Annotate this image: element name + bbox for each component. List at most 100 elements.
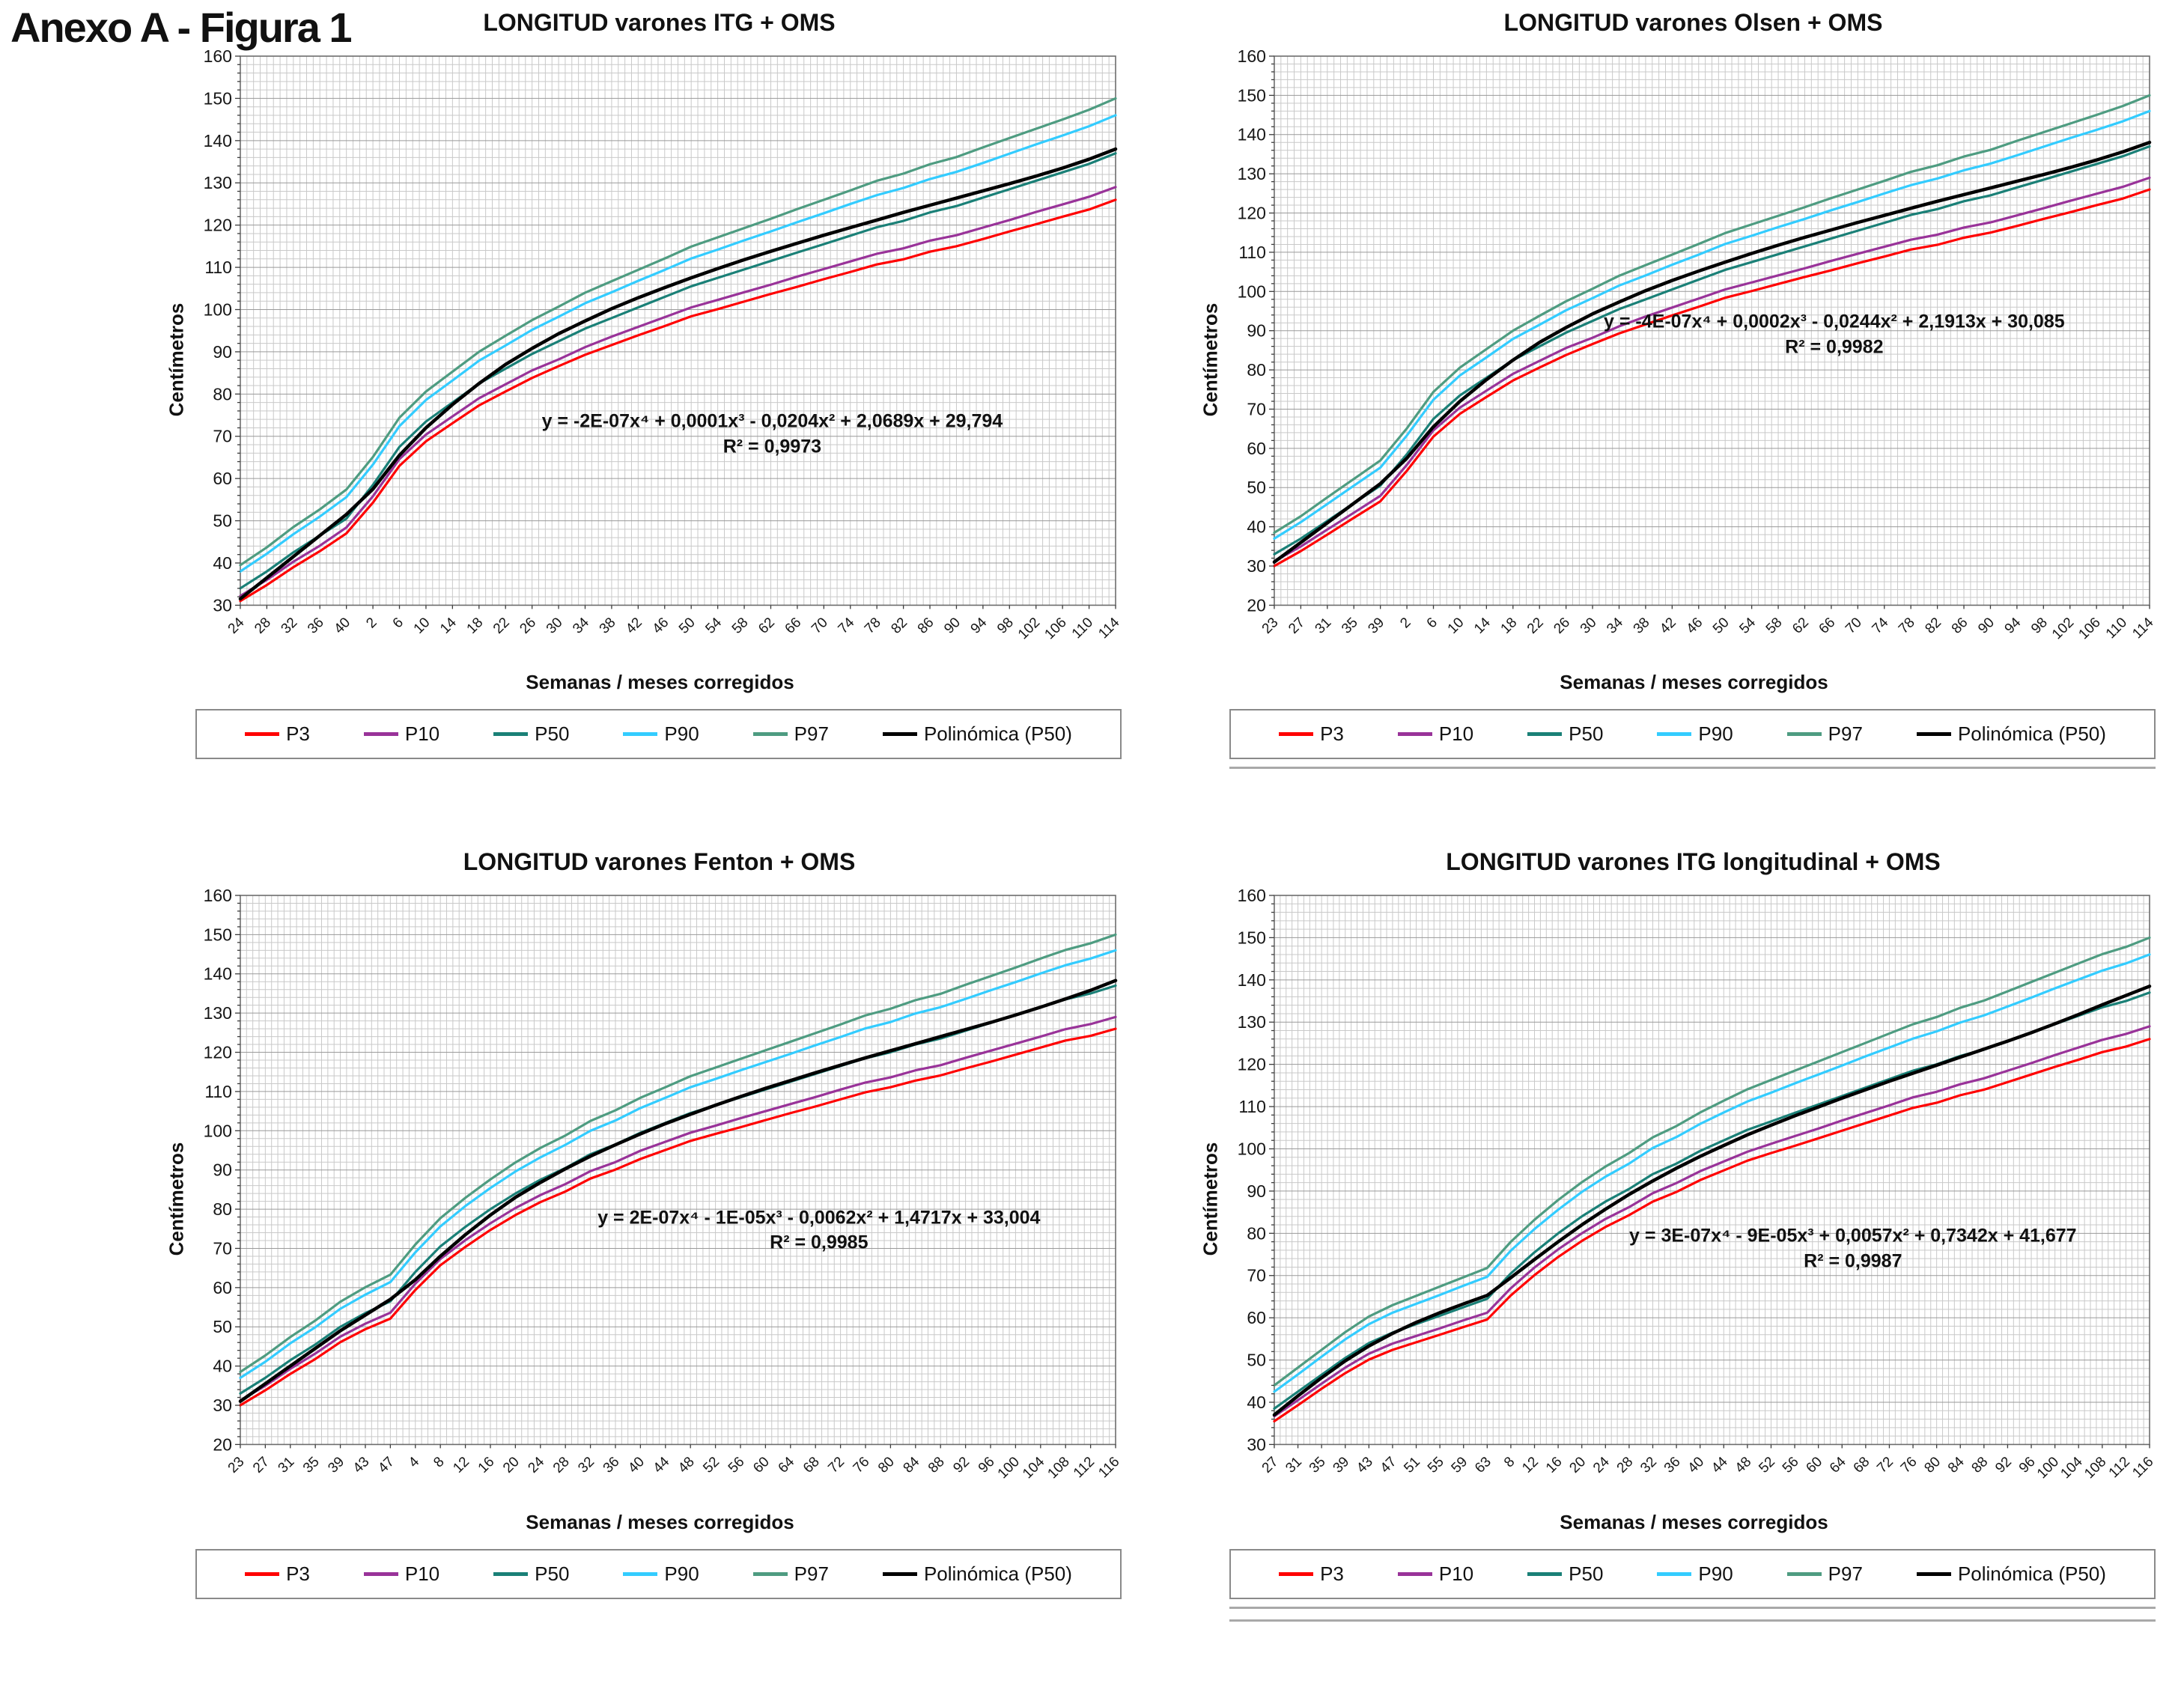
svg-text:35: 35 [300,1454,323,1476]
legend-item-p97: P97 [752,1562,829,1586]
svg-text:104: 104 [2057,1454,2085,1482]
svg-text:54: 54 [702,615,725,637]
legend-underline [1229,767,2156,770]
svg-text:54: 54 [1736,615,1759,637]
svg-text:116: 116 [1095,1454,1122,1481]
svg-text:140: 140 [1238,970,1266,990]
legend-label: P10 [404,1562,440,1585]
legend-swatch [1527,732,1563,737]
legend-swatch [1657,732,1692,737]
svg-text:34: 34 [570,615,592,637]
legend-label: P10 [404,722,440,746]
svg-text:12: 12 [450,1454,472,1476]
svg-text:62: 62 [1789,615,1812,637]
svg-text:42: 42 [1657,615,1679,637]
legend-swatch [1657,1571,1692,1576]
svg-text:64: 64 [1827,1454,1849,1476]
trendline-equation: y = 3E-07x⁴ - 9E-05x³ + 0,0057x² + 0,734… [1629,1224,2077,1275]
legend-item-p90: P90 [1657,722,1733,746]
legend-item-p50: P50 [493,722,569,746]
svg-text:32: 32 [1637,1454,1660,1476]
legend-label: P97 [794,722,829,746]
svg-text:90: 90 [213,342,232,362]
r2-text: R² = 0,9987 [1804,1250,1902,1272]
svg-text:50: 50 [676,615,699,637]
svg-text:63: 63 [1472,1454,1494,1476]
svg-text:30: 30 [1247,1435,1266,1455]
legend-swatch [493,1571,529,1576]
legend-label: P90 [664,722,699,746]
svg-text:30: 30 [1578,615,1600,637]
svg-text:72: 72 [1874,1454,1896,1476]
svg-text:92: 92 [1992,1454,2015,1476]
svg-text:31: 31 [1283,1454,1305,1476]
legend-swatch [623,1571,658,1576]
legend-item-p3: P3 [245,1562,310,1586]
chart-longitud-itg-oms: LONGITUD varones ITG + OMS Centímetros 3… [161,4,1128,769]
r2-text: R² = 0,9985 [770,1232,869,1253]
legend-item-p3: P3 [245,722,310,746]
svg-text:80: 80 [213,1199,232,1219]
legend-item-p10: P10 [363,1562,440,1586]
legend-swatch [882,732,917,737]
svg-text:100: 100 [1238,282,1266,301]
legend-item-p90: P90 [1657,1562,1733,1586]
svg-text:26: 26 [517,615,539,637]
svg-text:50: 50 [213,1318,232,1337]
svg-text:60: 60 [213,469,232,488]
svg-text:46: 46 [1684,615,1706,637]
legend-label: P90 [1698,722,1733,746]
svg-text:86: 86 [1949,615,1971,637]
svg-text:40: 40 [331,615,353,637]
svg-text:6: 6 [390,615,407,631]
svg-text:92: 92 [950,1454,973,1476]
svg-text:30: 30 [213,595,232,615]
svg-text:10: 10 [1445,615,1467,637]
svg-text:112: 112 [2106,1454,2133,1481]
legend-underline [1229,1606,2156,1609]
svg-text:27: 27 [1259,1454,1282,1476]
svg-text:38: 38 [597,615,619,637]
svg-text:56: 56 [726,1454,748,1476]
svg-text:6: 6 [1424,615,1441,631]
svg-text:70: 70 [809,615,831,637]
legend-swatch [363,732,398,737]
svg-text:78: 78 [862,615,884,637]
svg-text:130: 130 [1238,164,1266,183]
svg-text:150: 150 [1238,928,1266,948]
legend-item-p10: P10 [1397,1562,1473,1586]
legend-swatch [245,1571,280,1576]
svg-text:12: 12 [1519,1454,1542,1476]
x-axis-title: Semanas / meses corregidos [526,671,794,694]
svg-text:23: 23 [1259,615,1282,637]
svg-text:70: 70 [213,1239,232,1259]
svg-text:108: 108 [2081,1454,2109,1482]
legend-label: P50 [535,1562,570,1585]
legend-item-p50: P50 [1527,1562,1603,1586]
chart-title: LONGITUD varones Fenton + OMS [463,848,856,876]
svg-text:30: 30 [1247,556,1266,576]
svg-text:98: 98 [994,615,1017,637]
svg-text:28: 28 [252,615,274,637]
legend-swatch [623,732,658,737]
svg-text:102: 102 [1015,615,1043,642]
svg-text:120: 120 [1238,1055,1266,1074]
svg-text:160: 160 [1238,888,1266,905]
svg-text:35: 35 [1307,1454,1329,1476]
legend-item-polin-mica-p50: Polinómica (P50) [882,1562,1072,1586]
svg-text:110: 110 [1238,1097,1266,1116]
svg-text:20: 20 [1566,1454,1589,1476]
svg-text:110: 110 [204,258,232,277]
trendline-equation: y = -2E-07x⁴ + 0,0001x³ - 0,0204x² + 2,0… [542,410,1003,460]
legend-item-p97: P97 [752,722,829,746]
svg-text:34: 34 [1604,615,1626,637]
svg-text:24: 24 [525,1454,547,1476]
svg-text:74: 74 [836,615,858,637]
svg-text:130: 130 [1238,1013,1266,1032]
svg-text:31: 31 [1312,615,1335,637]
legend-item-p50: P50 [493,1562,569,1586]
svg-text:90: 90 [941,615,964,637]
svg-text:100: 100 [204,299,232,319]
svg-text:40: 40 [625,1454,648,1476]
